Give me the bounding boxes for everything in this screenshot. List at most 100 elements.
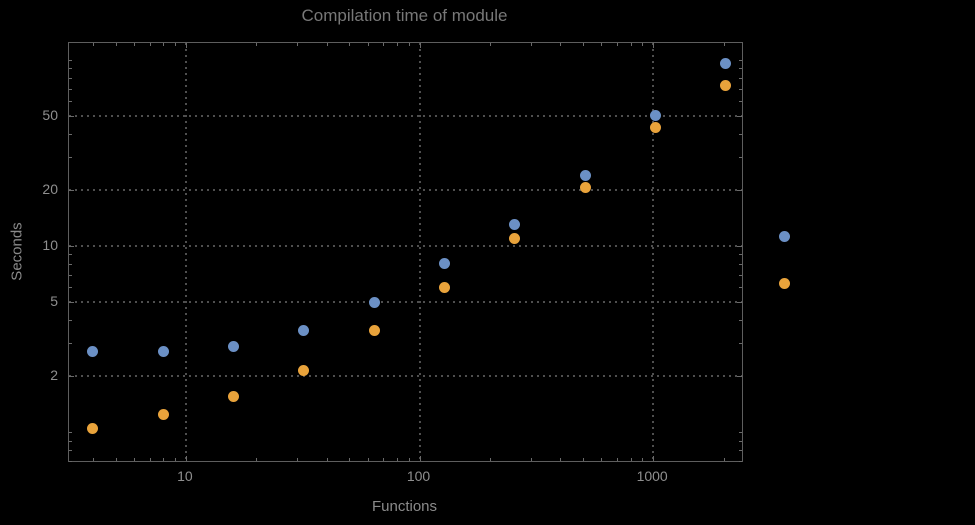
data-point-series-orange [368,325,380,337]
y-tick-mark [69,461,72,462]
gridline-horizontal [69,188,742,191]
x-tick-mark [326,43,328,46]
x-tick-mark [653,43,655,48]
x-tick-mark [489,43,491,46]
y-tick-mark [739,254,742,256]
chart-title: Compilation time of module [301,6,508,25]
x-tick-mark [134,43,136,46]
x-tick-mark [408,43,410,46]
x-tick-label: 100 [406,468,431,484]
y-tick-mark [69,245,74,247]
gridline-horizontal [69,301,742,303]
data-point-series-blue [509,219,521,231]
y-tick-label: 10 [42,236,58,253]
y-tick-mark [739,461,742,462]
data-point-series-blue [579,169,591,181]
x-tick-mark [582,43,584,46]
y-tick-mark [69,189,74,191]
x-tick-mark [115,458,117,461]
x-tick-mark [531,458,532,461]
y-tick-mark [737,376,742,378]
x-tick-mark [582,458,584,461]
x-tick-mark [367,43,369,46]
data-point-series-orange [87,422,99,434]
x-tick-mark [149,458,151,461]
gridline-horizontal [69,244,742,247]
x-tick-mark [419,43,421,48]
y-tick-label: 2 [50,367,58,384]
y-tick-mark [69,274,72,276]
x-tick-mark [630,43,632,46]
y-tick-label: 5 [50,293,58,309]
y-tick-mark [69,115,74,117]
x-tick-mark [642,458,644,461]
x-tick-mark [185,43,187,48]
y-tick-mark [739,101,742,103]
gridline-vertical [652,43,655,461]
y-tick-mark [737,189,742,191]
data-point-series-orange [439,281,451,293]
data-point-series-orange [509,232,521,244]
y-tick-mark [69,440,72,442]
x-tick-mark [560,43,562,46]
legend [779,229,790,323]
x-tick-mark [326,458,328,461]
y-tick-mark [739,274,742,276]
x-tick-mark [92,43,94,46]
x-tick-mark [297,43,299,46]
x-tick-mark [297,458,299,461]
gridline-vertical [418,43,421,461]
plot-area [68,42,743,462]
y-tick-mark [69,77,72,79]
y-tick-mark [737,245,742,247]
y-tick-mark [69,263,72,265]
x-tick-mark [601,43,603,46]
legend-item [779,276,790,323]
x-tick-mark [489,458,491,461]
x-tick-mark [134,458,136,461]
x-tick-mark [642,43,644,46]
y-tick-mark [739,450,742,452]
x-tick-mark [367,458,369,461]
x-tick-mark [349,458,351,461]
y-tick-mark [69,302,74,303]
y-tick-label: 20 [42,180,58,197]
y-tick-mark [69,376,74,378]
gridline-vertical [184,43,187,461]
x-tick-mark [419,456,421,461]
y-tick-mark [737,302,742,303]
x-tick-mark [163,43,165,46]
x-tick-mark [175,43,177,46]
data-point-series-orange [157,408,169,420]
y-tick-mark [69,101,72,103]
x-axis-label: Functions [371,498,438,515]
legend-marker-series-orange [779,278,790,289]
data-point-series-blue [87,346,99,358]
data-point-series-orange [579,182,591,194]
x-tick-label: 10 [177,468,193,484]
y-tick-mark [737,115,742,117]
y-tick-mark [739,59,742,61]
x-tick-mark [149,43,151,46]
x-tick-mark [723,458,725,461]
data-point-series-blue [650,110,662,122]
data-point-series-blue [157,346,169,358]
y-tick-mark [69,450,72,452]
x-tick-mark [616,458,618,461]
x-tick-mark [630,458,632,461]
x-tick-mark [163,458,165,461]
legend-marker-series-blue [779,231,790,242]
x-tick-mark [601,458,603,461]
gridline-horizontal [69,375,742,378]
x-tick-mark [560,458,562,461]
legend-item [779,229,790,276]
y-tick-mark [739,263,742,265]
y-tick-mark [739,77,742,79]
y-tick-mark [69,133,72,135]
y-tick-mark [69,432,72,434]
x-tick-mark [383,458,385,461]
y-tick-mark [69,59,72,61]
y-tick-mark [69,343,72,345]
data-point-series-blue [228,340,240,352]
